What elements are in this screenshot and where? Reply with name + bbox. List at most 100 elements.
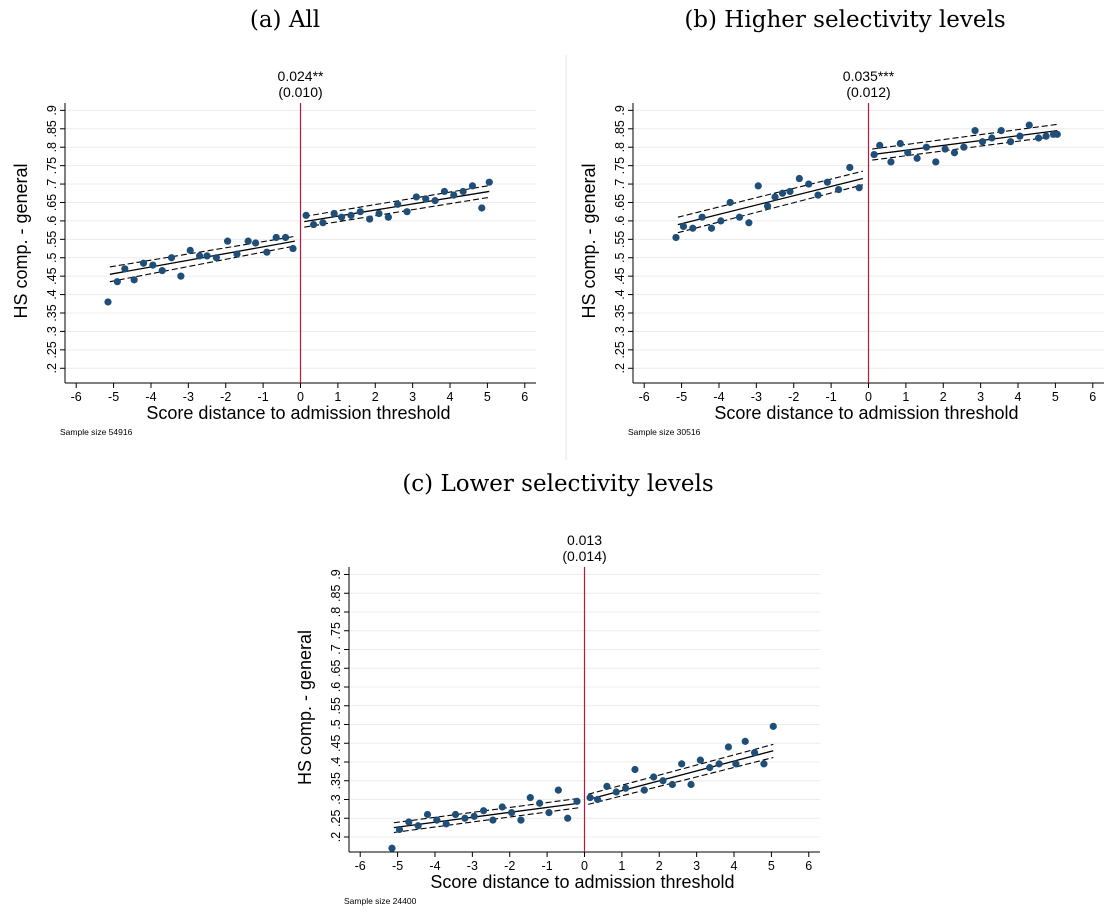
y-tick-label: .6 bbox=[45, 216, 59, 226]
scatter-point bbox=[795, 174, 803, 183]
scatter-point bbox=[904, 149, 912, 157]
scatter-point bbox=[470, 812, 478, 820]
scatter-point bbox=[489, 816, 497, 824]
scatter-point bbox=[478, 204, 486, 212]
scatter-point bbox=[252, 239, 260, 247]
x-tick-label: -4 bbox=[713, 390, 724, 404]
scatter-point bbox=[631, 765, 639, 774]
scatter-point bbox=[536, 799, 544, 807]
scatter-point bbox=[978, 138, 987, 146]
y-tick-label: .35 bbox=[45, 304, 59, 321]
y-tick-label: .65 bbox=[45, 194, 59, 211]
x-tick-label: 6 bbox=[521, 390, 528, 404]
scatter-point bbox=[778, 189, 787, 197]
scatter-point bbox=[855, 184, 863, 192]
scatter-point bbox=[433, 816, 441, 824]
scatter-point bbox=[659, 777, 667, 785]
scatter-point bbox=[870, 150, 878, 159]
y-tick-label: .4 bbox=[329, 757, 343, 767]
sample-size-note: Sample size 24400 bbox=[344, 896, 417, 906]
scatter-point bbox=[347, 211, 355, 219]
panel-caption: (a) All bbox=[250, 7, 320, 33]
x-axis-label: Score distance to admission threshold bbox=[714, 403, 1018, 423]
scatter-point bbox=[876, 141, 884, 149]
scatter-point bbox=[139, 259, 148, 267]
y-axis-label: HS comp. - general bbox=[579, 163, 599, 318]
scatter-point bbox=[431, 197, 439, 205]
estimate-label: 0.013 bbox=[567, 532, 602, 548]
x-tick-label: -1 bbox=[542, 859, 553, 873]
scatter-point bbox=[678, 760, 686, 768]
scatter-point bbox=[414, 822, 422, 830]
scatter-point bbox=[281, 233, 290, 242]
scatter-point bbox=[698, 213, 706, 221]
y-tick-label: .85 bbox=[613, 120, 627, 137]
y-tick-label: .6 bbox=[329, 682, 343, 692]
scatter-point bbox=[149, 261, 157, 269]
y-tick-label: .75 bbox=[329, 622, 343, 639]
scatter-point bbox=[732, 760, 740, 768]
scatter-point bbox=[508, 809, 516, 817]
y-tick-label: .9 bbox=[45, 105, 59, 115]
y-tick-label: .9 bbox=[613, 105, 627, 115]
y-tick-label: .45 bbox=[329, 735, 343, 752]
scatter-point bbox=[395, 825, 404, 834]
scatter-point bbox=[375, 209, 383, 218]
panel-caption: (b) Higher selectivity levels bbox=[684, 7, 1005, 33]
scatter-point bbox=[224, 237, 232, 245]
sample-size-note: Sample size 30516 bbox=[628, 427, 701, 437]
y-tick-label: .55 bbox=[45, 231, 59, 248]
scatter-point bbox=[586, 794, 594, 802]
y-tick-label: .65 bbox=[329, 660, 343, 677]
x-axis-label: Score distance to admission threshold bbox=[430, 872, 734, 892]
scatter-point bbox=[468, 182, 477, 190]
x-tick-label: -5 bbox=[108, 390, 119, 404]
scatter-point bbox=[384, 213, 392, 221]
scatter-point bbox=[177, 272, 185, 280]
scatter-point bbox=[130, 276, 138, 284]
x-tick-label: 4 bbox=[731, 859, 738, 873]
std-error-label: (0.012) bbox=[846, 84, 890, 100]
scatter-point bbox=[158, 267, 166, 275]
y-tick-label: .75 bbox=[613, 157, 627, 174]
y-tick-label: .45 bbox=[613, 267, 627, 284]
scatter-point bbox=[689, 224, 697, 232]
y-tick-label: .85 bbox=[45, 120, 59, 137]
x-tick-label: -2 bbox=[220, 390, 231, 404]
scatter-point bbox=[679, 222, 688, 231]
fit-right-ci-lower bbox=[304, 196, 490, 228]
scatter-point bbox=[485, 178, 493, 186]
x-tick-label: 6 bbox=[1089, 390, 1096, 404]
y-tick-label: .7 bbox=[613, 179, 627, 189]
scatter-point bbox=[603, 782, 611, 790]
x-tick-label: -6 bbox=[639, 390, 650, 404]
x-tick-label: -1 bbox=[258, 390, 269, 404]
scatter-point bbox=[1016, 132, 1024, 140]
y-tick-label: .85 bbox=[329, 585, 343, 602]
scatter-point bbox=[212, 254, 220, 262]
chart-panel-0: (a) All .2 .25 .3 .35 .4 .45 .5 .55 .6 .65 .7 .75 .8.… bbox=[11, 7, 536, 437]
x-tick-label: -4 bbox=[145, 390, 156, 404]
scatter-point bbox=[960, 143, 968, 151]
scatter-point bbox=[687, 780, 695, 789]
scatter-point bbox=[526, 794, 534, 802]
y-tick-label: .35 bbox=[329, 772, 343, 789]
scatter-point bbox=[896, 139, 904, 148]
sample-size-note: Sample size 54916 bbox=[60, 427, 133, 437]
x-tick-label: -2 bbox=[504, 859, 515, 873]
y-tick-label: .8 bbox=[613, 142, 627, 152]
scatter-point bbox=[330, 209, 338, 218]
fit-left-line bbox=[677, 177, 864, 226]
scatter-point bbox=[302, 211, 310, 219]
y-tick-label: .25 bbox=[329, 810, 343, 827]
y-tick-label: .45 bbox=[45, 267, 59, 284]
fit-right-line bbox=[872, 129, 1058, 156]
y-tick-label: .5 bbox=[613, 252, 627, 262]
x-tick-label: 5 bbox=[484, 390, 491, 404]
scatter-point bbox=[366, 215, 374, 223]
scatter-point bbox=[244, 237, 252, 245]
y-tick-label: .2 bbox=[613, 363, 627, 373]
y-axis-label: HS comp. - general bbox=[295, 630, 315, 785]
x-tick-label: 0 bbox=[581, 859, 588, 873]
scatter-point bbox=[461, 814, 469, 822]
